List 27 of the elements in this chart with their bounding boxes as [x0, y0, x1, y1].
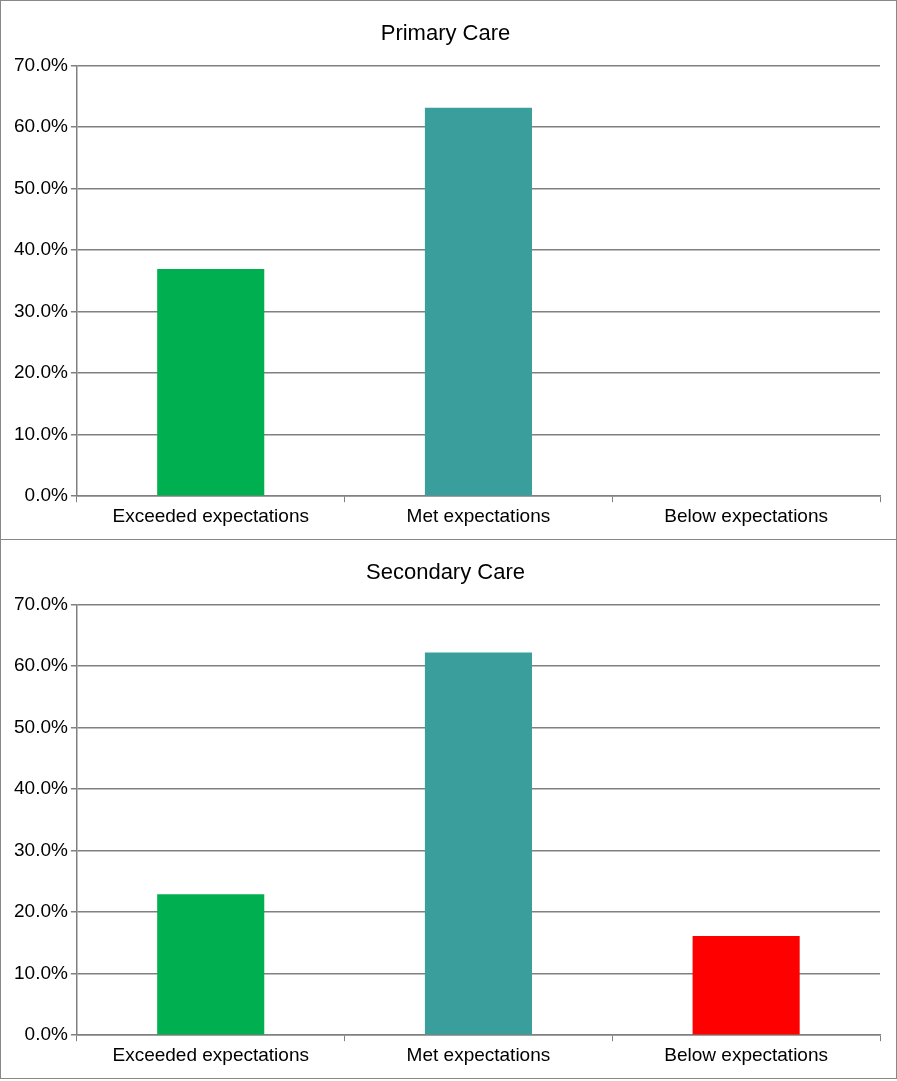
- y-tick-label: 0.0%: [24, 484, 68, 506]
- chart-title: Secondary Care: [366, 559, 525, 585]
- x-tick-label: Exceeded expectations: [112, 504, 309, 526]
- bar: [157, 894, 265, 1035]
- y-tick-label: 40.0%: [14, 238, 68, 260]
- y-tick-label: 70.0%: [14, 53, 68, 75]
- y-tick-label: 60.0%: [14, 115, 68, 137]
- chart-title: Primary Care: [380, 20, 511, 46]
- x-tick-label: Met expectations: [406, 504, 551, 526]
- bar: [692, 936, 800, 1035]
- y-tick-label: 30.0%: [14, 299, 68, 321]
- y-tick-label: 20.0%: [14, 900, 68, 922]
- y-tick-label: 0.0%: [24, 1023, 68, 1045]
- y-tick-label: 50.0%: [14, 715, 68, 737]
- y-tick-label: 40.0%: [14, 777, 68, 799]
- y-tick-label: 30.0%: [14, 838, 68, 860]
- y-tick-label: 10.0%: [14, 961, 68, 983]
- bar: [424, 652, 532, 1035]
- x-tick-label: Met expectations: [406, 1043, 551, 1065]
- y-tick-label: 10.0%: [14, 422, 68, 444]
- y-tick-label: 20.0%: [14, 361, 68, 383]
- y-tick-label: 50.0%: [14, 176, 68, 198]
- x-tick-label: Exceeded expectations: [112, 1043, 309, 1065]
- x-tick-label: Below expectations: [664, 1043, 828, 1065]
- y-tick-label: 60.0%: [14, 654, 68, 676]
- y-tick-label: 70.0%: [14, 592, 68, 614]
- x-tick-label: Below expectations: [664, 504, 828, 526]
